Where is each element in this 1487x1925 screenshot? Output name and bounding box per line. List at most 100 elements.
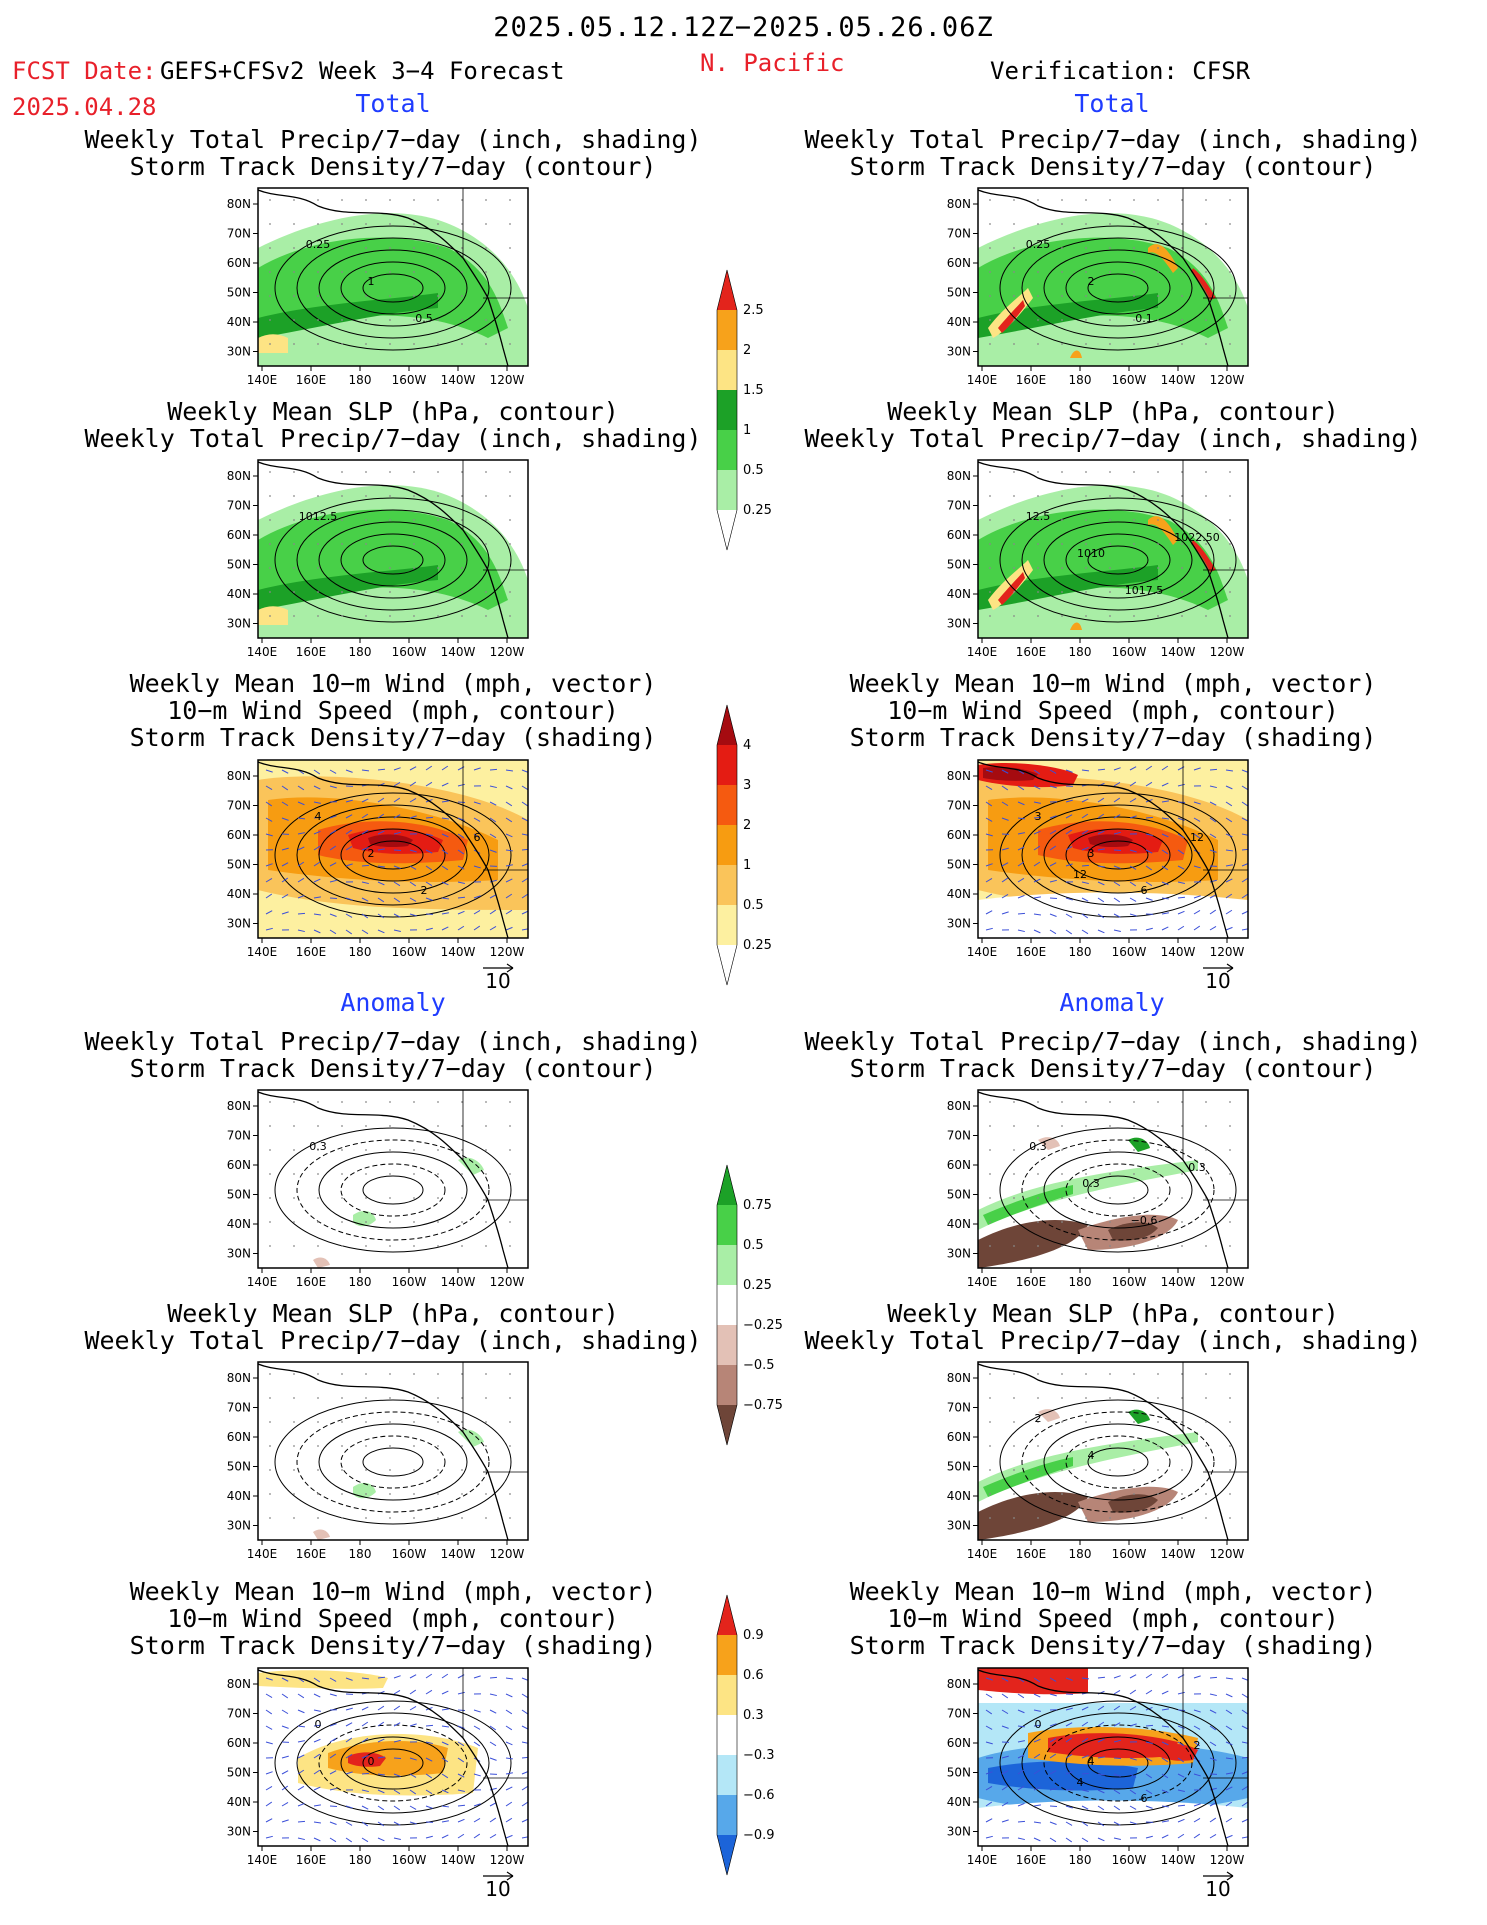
lat-tick-label: 70N — [947, 799, 971, 813]
colorbar-segment — [717, 1675, 737, 1715]
lon-tick-label: 120W — [1210, 1853, 1245, 1867]
lon-tick-label: 140W — [1161, 945, 1196, 959]
colorbar-segment — [717, 350, 737, 390]
cfsr_precip_total-title-1: Weekly Total Precip/7−day (inch, shading… — [804, 125, 1422, 154]
lon-tick-label: 160W — [1112, 373, 1147, 387]
lat-tick-label: 70N — [227, 799, 251, 813]
lat-tick-label: 30N — [227, 1247, 251, 1261]
contour-label: 2 — [1194, 1739, 1201, 1752]
cfsr_slp_total-map: 12.5 1010 1017.5 1022.50 80N 70N 60N 50N 40N 30N 1… — [947, 459, 1249, 659]
contour-label: 6 — [1141, 884, 1148, 897]
contour-label: 1012.5 — [299, 510, 338, 523]
colorbar-label: −0.3 — [743, 1748, 775, 1763]
svg-text:10: 10 — [1205, 969, 1230, 992]
cfsr_precip_total-map: 0.25 2 0.1 80N 70N 60N 50N 40N 30N 140E 160E 180 160… — [947, 187, 1249, 387]
lat-tick-label: 60N — [947, 828, 971, 842]
cfsr_wind_total-title-2: 10−m Wind Speed (mph, contour) — [887, 696, 1339, 725]
colorbar-label: 2.5 — [743, 303, 764, 318]
contour-label: 2 — [1035, 1412, 1042, 1425]
contour-label: −0.6 — [1131, 1214, 1158, 1227]
colorbar-segment — [717, 1795, 737, 1835]
vector-reference: 10 — [483, 1871, 514, 1900]
colorbar-segment — [717, 865, 737, 905]
contour-label: 3 — [1035, 810, 1042, 823]
colorbar-segment — [717, 1365, 737, 1405]
colorbar-segment — [717, 1165, 737, 1205]
lat-tick-label: 80N — [227, 197, 251, 211]
lat-tick-label: 60N — [947, 256, 971, 270]
lat-tick-label: 80N — [947, 1099, 971, 1113]
fcst_precip_total-title-2: Storm Track Density/7−day (contour) — [129, 152, 657, 181]
lon-tick-label: 160E — [296, 373, 327, 387]
fcst_slp_total-map: 1012.5 80N 70N 60N 50N 40N 30N 140E 160E 180 160W 1… — [227, 459, 529, 659]
contour-label: 0.5 — [415, 312, 433, 325]
lon-tick-label: 160E — [1016, 1853, 1047, 1867]
vector-reference: 10 — [1203, 963, 1234, 992]
contour-label: 0.3 — [1082, 1177, 1100, 1190]
contour-label: 1017.5 — [1125, 584, 1164, 597]
lon-tick-label: 180 — [349, 1275, 372, 1289]
contour-label: 0.25 — [1026, 238, 1051, 251]
lat-tick-label: 60N — [227, 256, 251, 270]
contour-label: 0 — [1035, 1718, 1042, 1731]
svg-text:10: 10 — [1205, 1877, 1230, 1900]
lon-tick-label: 180 — [349, 945, 372, 959]
svg-text:10: 10 — [485, 1877, 510, 1900]
cfsr_precip_total-title-2: Storm Track Density/7−day (contour) — [849, 152, 1377, 181]
lat-tick-label: 80N — [947, 1371, 971, 1385]
cfsr_slp_total-title-2: Weekly Total Precip/7−day (inch, shading… — [804, 424, 1422, 453]
contour-label: 3 — [1088, 847, 1095, 860]
cfsr_wind_total-map: 3 3 6 12 12 80N 70N 60N 50N 40N 30N 140E 160E 180 160W… — [947, 759, 1249, 959]
verification-label: Verification: CFSR — [990, 57, 1251, 85]
contour-label: 2 — [1088, 275, 1095, 288]
lat-tick-label: 30N — [227, 917, 251, 931]
lat-tick-label: 70N — [227, 1129, 251, 1143]
lon-tick-label: 140W — [1161, 1275, 1196, 1289]
colorbar-segment — [717, 1595, 737, 1635]
cfsr_wind_total-title-3: Storm Track Density/7−day (shading) — [849, 723, 1377, 752]
lat-tick-label: 40N — [227, 315, 251, 329]
contour-label: 6 — [1141, 1792, 1148, 1805]
lon-tick-label: 140E — [247, 1547, 278, 1561]
lon-tick-label: 120W — [1210, 945, 1245, 959]
colorbar-label: 0.9 — [743, 1628, 764, 1643]
lon-tick-label: 160E — [296, 945, 327, 959]
lon-tick-label: 160E — [1016, 645, 1047, 659]
fcst-date: 2025.04.28 — [12, 93, 157, 121]
fcst_wind_anom-map: 0 0 80N 70N 60N 50N 40N 30N 140E 160E 180 160W 140W 1… — [227, 1667, 529, 1867]
contour-label: 12 — [1190, 831, 1204, 844]
lon-tick-label: 140E — [247, 945, 278, 959]
lat-tick-label: 80N — [947, 1677, 971, 1691]
lat-tick-label: 40N — [947, 1217, 971, 1231]
lon-tick-label: 120W — [490, 1275, 525, 1289]
lat-tick-label: 80N — [947, 769, 971, 783]
section-total-left: Total — [355, 89, 431, 118]
colorbar-segment — [717, 825, 737, 865]
lat-tick-label: 30N — [947, 917, 971, 931]
contour-label: 12.5 — [1026, 510, 1051, 523]
lon-tick-label: 140E — [967, 1853, 998, 1867]
colorbar-segment — [717, 905, 737, 945]
lat-tick-label: 70N — [947, 1401, 971, 1415]
lon-tick-label: 160W — [392, 1853, 427, 1867]
lat-tick-label: 40N — [947, 1489, 971, 1503]
colorbar-segment — [717, 1635, 737, 1675]
lon-tick-label: 140W — [1161, 1853, 1196, 1867]
lon-tick-label: 140W — [441, 1547, 476, 1561]
contour-label: 0.3 — [309, 1140, 327, 1153]
lat-tick-label: 40N — [947, 887, 971, 901]
lat-tick-label: 50N — [227, 1188, 251, 1202]
lat-tick-label: 70N — [947, 1129, 971, 1143]
section-anomaly-right: Anomaly — [1059, 988, 1165, 1017]
lat-tick-label: 60N — [947, 1430, 971, 1444]
lon-tick-label: 140W — [441, 645, 476, 659]
colorbar-segment — [717, 1245, 737, 1285]
contour-label: 0 — [368, 1755, 375, 1768]
lon-tick-label: 140W — [441, 945, 476, 959]
cfsr_wind_anom-title-3: Storm Track Density/7−day (shading) — [849, 1631, 1377, 1660]
lon-tick-label: 180 — [1069, 1547, 1092, 1561]
fcst_wind_anom-title-3: Storm Track Density/7−day (shading) — [129, 1631, 657, 1660]
contour-label: 0.3 — [1029, 1140, 1047, 1153]
lat-tick-label: 50N — [227, 1460, 251, 1474]
colorbar-label: −0.9 — [743, 1828, 775, 1843]
